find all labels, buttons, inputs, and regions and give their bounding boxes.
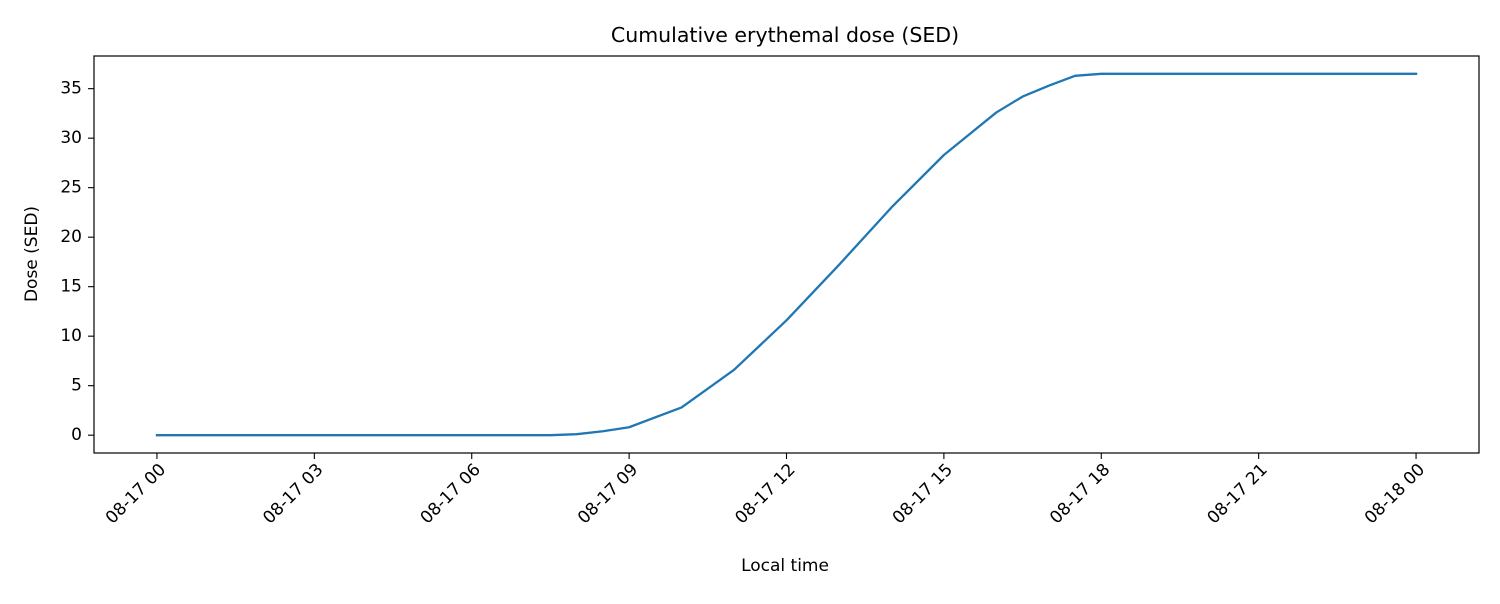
y-tick-label: 5 (71, 376, 82, 396)
x-axis-label: Local time (741, 556, 829, 576)
y-tick-label: 25 (60, 178, 82, 198)
y-tick-label: 15 (60, 277, 82, 297)
x-axis: 08-17 00 08-17 03 08-17 06 08-17 09 08-17 12… (102, 453, 1429, 528)
x-tick-label: 08-17 03 (259, 460, 327, 528)
y-tick-label: 10 (60, 326, 82, 346)
x-tick-label: 08-17 12 (731, 460, 799, 528)
x-tick-label: 08-17 21 (1204, 460, 1272, 528)
axes-frame (93, 55, 1480, 454)
chart-title: Cumulative erythemal dose (SED) (611, 23, 959, 47)
y-tick-label: 20 (60, 227, 82, 247)
x-tick-label: 08-18 00 (1361, 460, 1429, 528)
x-tick-label: 08-17 18 (1046, 460, 1114, 528)
series-line-0 (155, 72, 1418, 437)
y-tick-label: 35 (60, 79, 82, 99)
plot-area (155, 72, 1418, 437)
y-tick-label: 0 (71, 425, 82, 445)
x-tick-label: 08-17 06 (417, 460, 485, 528)
y-tick-label: 30 (60, 128, 82, 148)
x-tick-label: 08-17 15 (889, 460, 957, 528)
y-axis: 0 5 10 15 20 25 30 35 (60, 79, 94, 445)
x-tick-label: 08-17 00 (102, 460, 170, 528)
y-axis-label: Dose (SED) (22, 206, 42, 302)
x-tick-label: 08-17 09 (574, 460, 642, 528)
